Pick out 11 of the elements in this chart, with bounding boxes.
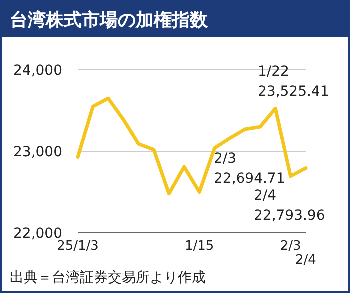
annotation: 2/3 22,694.71 [214,151,286,187]
source-note: 出典＝台湾証券交易所より作成 [10,270,206,286]
x-tick-label: 1/15 [185,239,214,254]
chart-title: 台湾株式市場の加権指数 [10,10,209,31]
annotation: 2/4 22,793.96 [254,188,326,224]
y-tick-label: 24,000 [14,63,62,79]
x-tick-label: 25/1/3 [57,239,99,254]
x-tick-label: 2/3 [280,239,302,254]
x-tick-label: 2/4 [296,253,316,268]
y-tick-label: 23,000 [14,144,62,160]
annotation: 1/22 23,525.41 [258,64,330,100]
